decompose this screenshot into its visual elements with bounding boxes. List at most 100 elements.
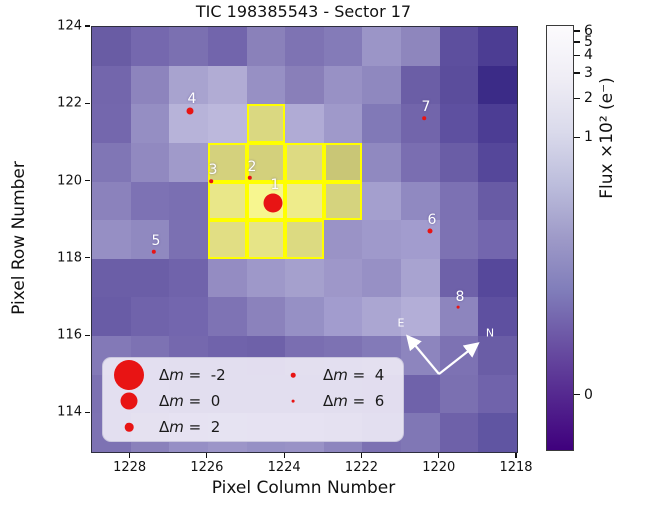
heatmap-cell	[478, 104, 517, 143]
compass-north-label: N	[485, 326, 495, 340]
heatmap-cell	[92, 65, 131, 105]
heatmap-cell	[439, 258, 479, 298]
heatmap-cell	[285, 258, 324, 298]
legend-dot-dm-4	[290, 372, 296, 378]
heatmap-cell	[323, 297, 363, 337]
heatmap-cell	[130, 181, 170, 221]
y-tick-label: 114	[57, 404, 82, 420]
heatmap-cell	[401, 27, 440, 66]
heatmap-cell	[401, 413, 440, 452]
heatmap-cell	[169, 27, 208, 66]
x-tick-label: 1220	[422, 460, 456, 475]
heatmap-cell	[246, 297, 286, 337]
heatmap-cell	[362, 297, 402, 337]
colorbar-label: Flux ×10² (e⁻)	[597, 77, 617, 199]
heatmap-cell	[169, 65, 208, 105]
heatmap-cell	[401, 65, 440, 105]
star-label-1: 1	[270, 176, 280, 193]
heatmap-cell	[285, 27, 324, 66]
colorbar-tick-mark	[574, 72, 580, 74]
y-tick-label: 120	[57, 173, 82, 189]
heatmap-cell	[401, 104, 440, 143]
heatmap-cell	[401, 374, 440, 414]
star-label-5: 5	[151, 232, 161, 249]
heatmap-cell	[362, 27, 402, 66]
colorbar-tick-mark	[574, 97, 580, 99]
heatmap-cell	[401, 297, 440, 337]
star-marker-6	[427, 228, 433, 234]
heatmap-cell	[246, 104, 286, 143]
aperture-cell	[285, 142, 324, 182]
colorbar-tick-label: 3	[584, 65, 593, 82]
heatmap-cell	[207, 258, 247, 298]
x-tick-mark	[360, 452, 363, 458]
heatmap-cell	[478, 220, 517, 259]
heatmap-cell	[439, 336, 479, 375]
y-tick-label: 124	[57, 18, 82, 34]
x-tick-label: 1226	[190, 460, 224, 475]
heatmap-cell	[130, 142, 170, 182]
y-tick-mark	[85, 334, 90, 336]
legend-dot-dm-0	[120, 392, 138, 410]
heatmap-cell	[285, 297, 324, 337]
heatmap-cell	[439, 374, 479, 414]
heatmap-cell	[478, 65, 517, 105]
heatmap-cell	[92, 104, 131, 143]
colorbar-tick-label: 6	[584, 22, 593, 39]
heatmap-cell	[246, 220, 286, 259]
aperture-cell	[246, 104, 286, 143]
heatmap-cell	[207, 65, 247, 105]
heatmap-cell	[478, 181, 517, 221]
heatmap-cell	[169, 258, 208, 298]
heatmap-cell	[401, 181, 440, 221]
colorbar-tick-label: 2	[584, 90, 593, 107]
heatmap-cell	[323, 258, 363, 298]
aperture-cell	[207, 181, 247, 221]
star-marker-7	[422, 116, 426, 120]
y-tick-mark	[85, 257, 90, 259]
heatmap-cell	[92, 220, 131, 259]
heatmap-cell	[169, 142, 208, 182]
legend-label-dm-6: Δm = 6	[323, 392, 385, 410]
heatmap-cell	[439, 142, 479, 182]
heatmap-cell	[362, 258, 402, 298]
heatmap-cell	[478, 336, 517, 375]
heatmap-cell	[362, 220, 402, 259]
heatmap-cell	[207, 297, 247, 337]
aperture-cell	[207, 142, 247, 182]
heatmap-cell	[92, 181, 131, 221]
y-tick-mark	[85, 25, 90, 27]
heatmap-cell	[285, 181, 324, 221]
x-tick-mark	[206, 452, 208, 458]
heatmap-cell	[323, 27, 363, 66]
heatmap-cell	[439, 181, 479, 221]
star-label-8: 8	[455, 288, 465, 305]
heatmap-cell	[246, 65, 286, 105]
colorbar-tick-label: 5	[584, 34, 593, 51]
colorbar-tick-mark	[574, 394, 580, 396]
aperture-cell	[246, 142, 286, 182]
colorbar	[546, 25, 574, 451]
heatmap-cell	[92, 27, 131, 66]
heatmap-cell	[92, 297, 131, 337]
heatmap-cell	[439, 27, 479, 66]
heatmap-cell	[439, 65, 479, 105]
heatmap-cell	[130, 65, 170, 105]
heatmap-cell	[207, 181, 247, 221]
heatmap-cell	[130, 297, 170, 337]
heatmap-cell	[169, 220, 208, 259]
legend-box: Δm = -2 Δm = 0 Δm = 2 Δm = 4 Δm = 6	[102, 357, 404, 442]
star-marker-8	[456, 305, 460, 309]
aperture-cell	[323, 181, 363, 221]
y-tick-mark	[85, 411, 90, 413]
legend-dot-dm-2	[124, 422, 134, 432]
heatmap-cell	[130, 220, 170, 259]
y-tick-mark	[85, 179, 90, 182]
y-tick-mark	[85, 102, 90, 104]
colorbar-tick-label: 1	[584, 129, 593, 146]
heatmap-cell	[285, 65, 324, 105]
star-marker-5	[151, 249, 157, 255]
star-label-7: 7	[421, 99, 431, 116]
heatmap-cell	[207, 27, 247, 66]
heatmap-cell	[439, 104, 479, 143]
